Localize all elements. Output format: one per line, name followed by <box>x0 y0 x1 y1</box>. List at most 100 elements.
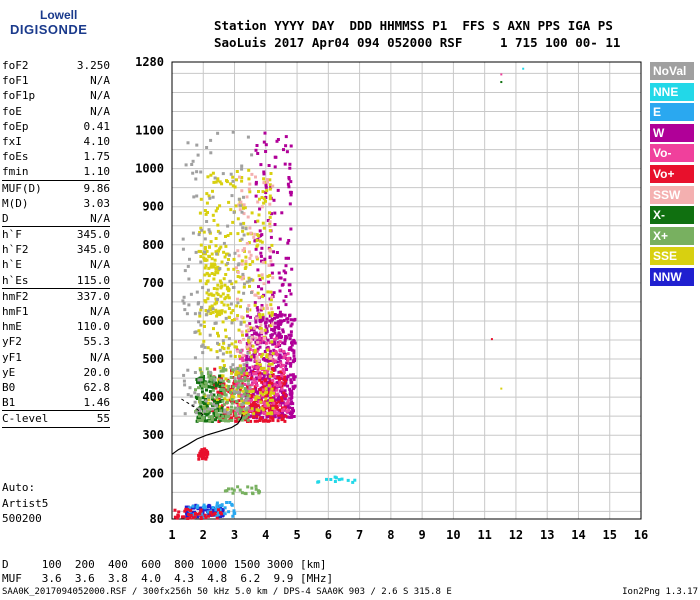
echo-point <box>202 339 206 343</box>
legend-item-vo-: Vo+ <box>650 164 694 183</box>
echo-point <box>261 352 265 356</box>
param-name: yF2 <box>2 335 22 349</box>
panel-divider <box>2 426 110 428</box>
echo-point <box>273 316 276 320</box>
echo-point <box>233 406 237 410</box>
legend-item-sse: SSE <box>650 247 694 266</box>
echo-point <box>196 393 200 397</box>
echo-point <box>221 320 225 324</box>
echo-point <box>291 407 295 411</box>
echo-point <box>246 351 250 355</box>
echo-point <box>272 291 276 295</box>
echo-point <box>217 249 220 253</box>
echo-point <box>248 256 252 260</box>
echo-point <box>269 391 273 395</box>
echo-point <box>209 173 213 177</box>
x-tick-label: 3 <box>231 528 238 542</box>
echo-point <box>220 512 223 516</box>
echo-point <box>243 206 247 210</box>
echo-point <box>278 333 282 337</box>
param-value: N/A <box>90 350 110 364</box>
echo-point <box>264 150 268 153</box>
x-tick-label: 10 <box>446 528 460 542</box>
echo-point <box>243 374 247 378</box>
echo-point <box>290 413 294 417</box>
echo-point <box>277 364 280 368</box>
echo-point <box>216 341 219 345</box>
software-version: Ion2Png 1.3.17 <box>622 587 698 597</box>
echo-point <box>188 257 191 261</box>
echo-point <box>273 383 277 387</box>
echo-point <box>227 307 231 310</box>
echo-point <box>264 199 267 203</box>
echo-point <box>210 392 213 396</box>
echo-point <box>256 371 260 375</box>
echo-point <box>219 245 223 249</box>
param-name: fmin <box>2 165 29 179</box>
echo-point <box>213 273 217 277</box>
echo-point <box>258 239 262 243</box>
echo-point <box>196 302 200 306</box>
param-value: 9.86 <box>83 181 111 195</box>
echo-point <box>329 478 333 481</box>
echo-point <box>215 395 219 399</box>
echo-point <box>278 289 282 293</box>
echo-point <box>275 139 279 143</box>
echo-point <box>231 130 235 134</box>
echo-point <box>282 363 285 367</box>
echo-point <box>214 386 218 390</box>
echo-point <box>246 215 250 219</box>
echo-point <box>284 402 288 406</box>
echo-point <box>270 307 274 311</box>
legend-item-ssw: SSW <box>650 185 694 204</box>
echo-point <box>194 250 198 254</box>
echo-point <box>212 402 216 406</box>
echo-point <box>221 369 225 373</box>
echo-point <box>282 401 286 405</box>
echo-point <box>264 331 268 335</box>
echo-point <box>242 212 246 216</box>
echo-point <box>205 291 209 295</box>
echo-point <box>202 392 206 396</box>
echo-point <box>262 385 266 389</box>
echo-point <box>214 508 218 512</box>
echo-point <box>209 510 213 514</box>
echo-point <box>275 388 279 392</box>
echo-point <box>215 503 219 507</box>
echo-point <box>219 369 223 373</box>
echo-point <box>272 401 276 405</box>
echo-point <box>337 478 341 482</box>
echo-point <box>242 363 246 367</box>
echo-point <box>230 342 234 346</box>
y-tick-label: 600 <box>142 314 164 328</box>
echo-point <box>189 394 193 398</box>
echo-point <box>221 507 225 511</box>
echo-point <box>194 177 198 181</box>
echo-point <box>258 374 262 378</box>
echo-point <box>234 414 238 418</box>
legend-item-e: E <box>650 103 694 122</box>
echo-point <box>257 413 261 416</box>
digisonde-logo: Lowell DIGISONDE <box>6 6 156 46</box>
echo-point <box>248 284 251 288</box>
echo-point <box>233 391 236 395</box>
echo-point <box>259 417 263 421</box>
echo-point <box>290 348 294 352</box>
echo-point <box>251 415 255 419</box>
echo-point <box>219 394 223 398</box>
echo-point <box>249 399 253 403</box>
echo-point <box>260 205 264 209</box>
echo-point <box>183 509 187 513</box>
param-name: C-level <box>2 412 49 426</box>
echo-point <box>230 416 234 420</box>
echo-point <box>251 365 255 369</box>
echo-point <box>221 172 225 176</box>
echo-point <box>236 403 240 407</box>
echo-point <box>268 211 272 215</box>
echo-point <box>257 285 260 289</box>
echo-point <box>263 257 267 261</box>
echo-point <box>238 238 242 242</box>
echo-point <box>260 354 264 358</box>
echo-point <box>253 232 257 236</box>
echo-point <box>277 400 281 404</box>
